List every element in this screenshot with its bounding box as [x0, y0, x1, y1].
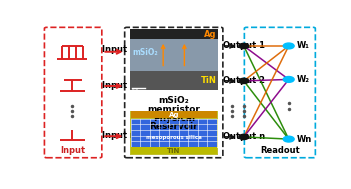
Bar: [131, 147, 217, 154]
Text: Physical: Physical: [153, 114, 195, 122]
Text: Reservoir: Reservoir: [150, 122, 198, 131]
Text: TiN: TiN: [201, 76, 217, 85]
Circle shape: [239, 134, 249, 139]
FancyBboxPatch shape: [125, 27, 223, 158]
Text: Readout: Readout: [260, 146, 300, 155]
Text: Input 2: Input 2: [102, 81, 136, 90]
Bar: [130, 40, 218, 71]
Text: W₂: W₂: [297, 75, 310, 84]
Circle shape: [283, 77, 294, 82]
Text: Output n: Output n: [224, 132, 266, 141]
Text: TiN: TiN: [167, 148, 180, 154]
Text: memristor: memristor: [147, 105, 200, 114]
Circle shape: [283, 43, 294, 49]
Text: Output 1: Output 1: [224, 41, 265, 50]
Bar: [130, 29, 218, 40]
Text: W₁: W₁: [297, 41, 310, 50]
Text: mesoporous silica: mesoporous silica: [146, 135, 202, 140]
Circle shape: [239, 43, 249, 49]
Text: Output 2: Output 2: [224, 76, 265, 85]
Text: Ag: Ag: [204, 30, 217, 39]
Bar: [130, 71, 218, 90]
Bar: [130, 112, 218, 155]
Text: mSiO₂: mSiO₂: [132, 48, 158, 57]
Text: Input 1: Input 1: [102, 45, 136, 54]
Text: Input: Input: [61, 146, 86, 155]
Bar: [131, 119, 217, 147]
Bar: [131, 112, 217, 118]
Circle shape: [239, 78, 249, 84]
Text: Wn: Wn: [297, 135, 312, 144]
Text: mSiO₂: mSiO₂: [159, 96, 189, 105]
FancyBboxPatch shape: [45, 27, 102, 158]
Text: 50 nm: 50 nm: [132, 89, 148, 94]
Circle shape: [283, 136, 294, 142]
FancyBboxPatch shape: [244, 27, 315, 158]
Text: Input n: Input n: [102, 131, 136, 140]
Text: Ag: Ag: [168, 112, 179, 118]
